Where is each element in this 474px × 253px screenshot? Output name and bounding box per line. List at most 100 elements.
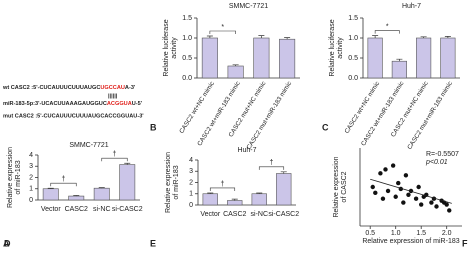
bar bbox=[440, 37, 456, 79]
bar bbox=[202, 193, 218, 206]
x-tick-label: 0.5 bbox=[365, 230, 375, 237]
y-tick-label: 0 bbox=[29, 197, 33, 204]
panel-letter: E bbox=[150, 238, 156, 248]
y-tick-label: 0.5 bbox=[348, 55, 358, 62]
point bbox=[419, 202, 424, 207]
point bbox=[406, 192, 411, 197]
point bbox=[380, 196, 386, 201]
y-tick-label: 2 bbox=[29, 174, 33, 181]
x-tick-label: si-CASC2 bbox=[268, 211, 299, 218]
error-bar bbox=[124, 162, 131, 165]
bar bbox=[227, 65, 244, 79]
panel-letter: A bbox=[3, 238, 10, 248]
point bbox=[390, 163, 396, 168]
error-bar bbox=[98, 187, 105, 189]
y-tick-label: 0.0 bbox=[348, 75, 358, 82]
bar bbox=[93, 187, 110, 201]
y-tick-label: 1.0 bbox=[348, 35, 358, 42]
significance-bracket bbox=[258, 166, 285, 170]
error-bar bbox=[396, 58, 403, 62]
x-tick-label: 1.5 bbox=[416, 230, 426, 237]
x-axis-label: Relative expression of miR-183 bbox=[362, 238, 459, 245]
y-tick-label: 0.0 bbox=[182, 75, 192, 82]
error-bar bbox=[256, 192, 263, 194]
y-tick-label: 1.5 bbox=[182, 15, 192, 22]
panel-letter: F bbox=[462, 238, 468, 248]
point bbox=[447, 208, 452, 213]
y-axis-label: activity bbox=[171, 37, 178, 59]
error-bar bbox=[47, 187, 54, 189]
significance-label: † bbox=[62, 176, 66, 183]
panel-letter: D bbox=[4, 238, 11, 248]
y-tick-label: 0 bbox=[189, 202, 193, 209]
point bbox=[393, 194, 398, 199]
mut-sequence: mut CASC2 :5'-CUCAUUUCUUUAUGCACCGGUAU-3' bbox=[3, 113, 144, 119]
bar bbox=[227, 200, 243, 206]
y-axis-label: Relative expression bbox=[333, 156, 340, 217]
point bbox=[383, 167, 388, 172]
y-axis-label: of miR-183 bbox=[173, 165, 180, 199]
x-tick-label: si-NC bbox=[93, 206, 111, 213]
error-bar bbox=[231, 198, 238, 201]
significance-label: † bbox=[270, 160, 274, 167]
wt-end: A-3' bbox=[125, 85, 136, 91]
point bbox=[413, 196, 419, 201]
y-axis-label: of miR-183 bbox=[15, 160, 22, 194]
bar bbox=[119, 164, 136, 201]
x-tick-label: CASC2 mut+miR-183 mimic bbox=[406, 80, 454, 151]
y-tick-label: 3 bbox=[189, 168, 193, 175]
error-bar bbox=[258, 35, 265, 38]
x-tick-label: si-CASC2 bbox=[112, 206, 143, 213]
y-axis-label: Relative expression bbox=[7, 147, 14, 208]
chart-title: SMMC-7721 bbox=[69, 142, 108, 149]
x-tick-label: si-NC bbox=[251, 211, 269, 218]
y-tick-label: 1 bbox=[189, 191, 193, 198]
x-tick-label: CASC2 mut+miR-183 mimic bbox=[245, 80, 293, 151]
bar bbox=[68, 195, 85, 201]
significance-bracket bbox=[101, 157, 128, 162]
error-bar bbox=[280, 171, 287, 174]
x-tick-label: Vector bbox=[200, 211, 221, 218]
y-tick-label: 3 bbox=[29, 163, 33, 170]
mir-end: U-5' bbox=[132, 101, 143, 107]
significance-bracket bbox=[209, 30, 236, 34]
significance-label: * bbox=[386, 23, 389, 30]
y-tick-label: 1 bbox=[29, 186, 33, 193]
bar bbox=[276, 173, 292, 206]
point bbox=[396, 180, 401, 186]
point bbox=[444, 202, 449, 207]
bar bbox=[201, 37, 218, 79]
x-tick-label: 2.0 bbox=[442, 230, 452, 237]
y-axis-label: activity bbox=[337, 37, 344, 59]
y-axis-label: Relative luciferase bbox=[329, 19, 336, 76]
mir-start: miR-183-5p:3'-UCACUUAAAGAUGGUC bbox=[3, 101, 107, 107]
significance-label: † bbox=[113, 151, 117, 158]
y-tick-label: 1.0 bbox=[182, 35, 192, 42]
chart-title: SMMC-7721 bbox=[229, 3, 268, 10]
point bbox=[373, 190, 378, 196]
point bbox=[416, 184, 421, 190]
y-axis-label: Relative expression bbox=[165, 152, 172, 213]
bar bbox=[367, 37, 383, 79]
mir-site: ACGGUA bbox=[107, 101, 132, 107]
point bbox=[434, 204, 439, 209]
point bbox=[429, 200, 434, 205]
point bbox=[378, 171, 383, 176]
x-tick-label: 1.0 bbox=[391, 230, 401, 237]
x-tick-label: CASC2 bbox=[223, 211, 246, 218]
wt-site: UGCCAU bbox=[100, 85, 125, 91]
mir-sequence: miR-183-5p:3'-UCACUUAAAGAUGGUCACGGUAU-5' bbox=[3, 101, 143, 107]
chart-title: Huh-7 bbox=[237, 147, 256, 154]
base-pairs: |||||| bbox=[108, 93, 118, 99]
wt-start: wt CASC2 :5'-CUCAUUUCUUUAUGC bbox=[2, 85, 100, 91]
bar bbox=[416, 37, 432, 79]
x-tick-label: CASC2 wt+miR-183 mimic bbox=[360, 80, 406, 147]
x-tick-label: CASC2 bbox=[65, 206, 88, 213]
point bbox=[385, 188, 391, 194]
wt-sequence: wt CASC2 :5'-CUCAUUUCUUUAUGCUGCCAUA-3' bbox=[2, 85, 136, 91]
error-bar bbox=[232, 64, 239, 66]
x-tick-label: Vector bbox=[41, 206, 62, 213]
point bbox=[401, 200, 406, 205]
annotation: R=-0.5507 bbox=[426, 151, 459, 158]
